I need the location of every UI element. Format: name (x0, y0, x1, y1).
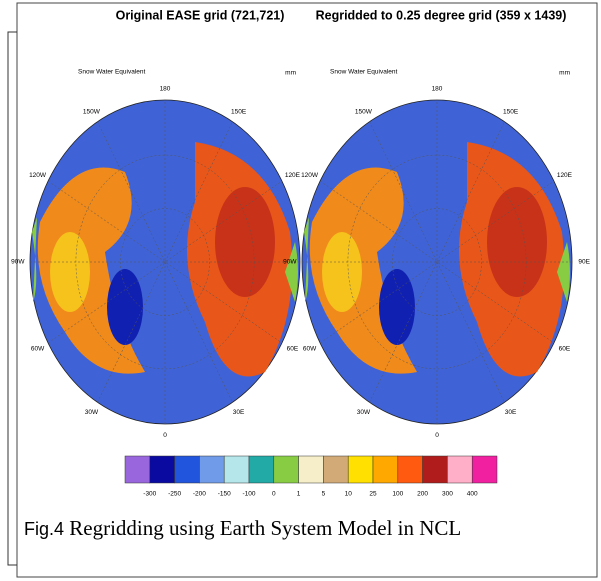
figure-page: Original EASE grid (721,721) Regridded t… (0, 0, 601, 581)
colorbar-box (373, 456, 398, 483)
colorbar-box (447, 456, 472, 483)
colorbar-box (348, 456, 373, 483)
colorbar-label: -100 (242, 491, 255, 498)
colorbar-box (472, 456, 497, 483)
colorbar-label: -150 (218, 491, 231, 498)
longitude-label: 150E (231, 109, 247, 116)
colorbar-label: 5 (322, 491, 326, 498)
panel-title: Original EASE grid (721,721) (116, 8, 285, 22)
longitude-label: 30W (85, 409, 99, 416)
colorbar-box (175, 456, 200, 483)
colorbar-box (299, 456, 324, 483)
longitude-label: 30E (233, 409, 245, 416)
colorbar-box (398, 456, 423, 483)
caption: Fig.4 Regridding using Earth System Mode… (24, 513, 590, 545)
colorbar-label: -250 (168, 491, 181, 498)
colorbar-box (224, 456, 249, 483)
map-ice (379, 269, 415, 345)
caption-text: Regridding using Earth System Model in N… (69, 516, 461, 540)
longitude-label: 30W (357, 409, 371, 416)
colorbar-label: -200 (193, 491, 206, 498)
colorbar-box (249, 456, 274, 483)
longitude-label: 120E (557, 172, 573, 179)
longitude-label: 90E (578, 259, 590, 266)
map-land (215, 187, 275, 297)
colorbar-label: 300 (442, 491, 453, 498)
longitude-label: 180 (160, 85, 171, 92)
longitude-label: 150W (83, 109, 101, 116)
colorbar-box (150, 456, 175, 483)
longitude-label: 120W (29, 172, 47, 179)
colorbar-label: 100 (392, 491, 403, 498)
colorbar-label: 1 (297, 491, 301, 498)
figure: Original EASE grid (721,721) Regridded t… (0, 0, 601, 581)
longitude-label: 90W (11, 259, 25, 266)
map-land (50, 232, 90, 312)
colorbar-label: 400 (467, 491, 478, 498)
longitude-label: 0 (163, 432, 167, 439)
colorbar-box (423, 456, 448, 483)
panel-subtitle: Snow Water Equivalent (78, 69, 146, 76)
colorbar-box (125, 456, 150, 483)
longitude-label: 150E (503, 109, 519, 116)
map-land (322, 232, 362, 312)
longitude-label: 30E (505, 409, 517, 416)
longitude-label: 120W (301, 172, 319, 179)
colorbar-label: 10 (345, 491, 353, 498)
longitude-label: 60E (559, 345, 571, 352)
colorbar-label: -300 (143, 491, 156, 498)
panel-unit: mm (285, 70, 296, 77)
longitude-label: 60W (31, 345, 45, 352)
longitude-label: 60E (287, 345, 299, 352)
colorbar-label: 200 (417, 491, 428, 498)
longitude-label: 180 (432, 85, 443, 92)
longitude-label: 90W (283, 259, 297, 266)
panel-title: Regridded to 0.25 degree grid (359 x 143… (316, 8, 567, 22)
colorbar-label: 25 (369, 491, 377, 498)
caption-label: Fig.4 (24, 519, 64, 539)
longitude-label: 150W (355, 109, 373, 116)
map-ice (107, 269, 143, 345)
colorbar-box (274, 456, 299, 483)
map-land (487, 187, 547, 297)
colorbar-label: 0 (272, 491, 276, 498)
longitude-label: 0 (435, 432, 439, 439)
colorbar-box (199, 456, 224, 483)
colorbar-box (323, 456, 348, 483)
longitude-label: 60W (303, 345, 317, 352)
panel-subtitle: Snow Water Equivalent (330, 69, 398, 76)
longitude-label: 120E (285, 172, 301, 179)
panel-unit: mm (559, 70, 570, 77)
bracket (8, 32, 17, 565)
